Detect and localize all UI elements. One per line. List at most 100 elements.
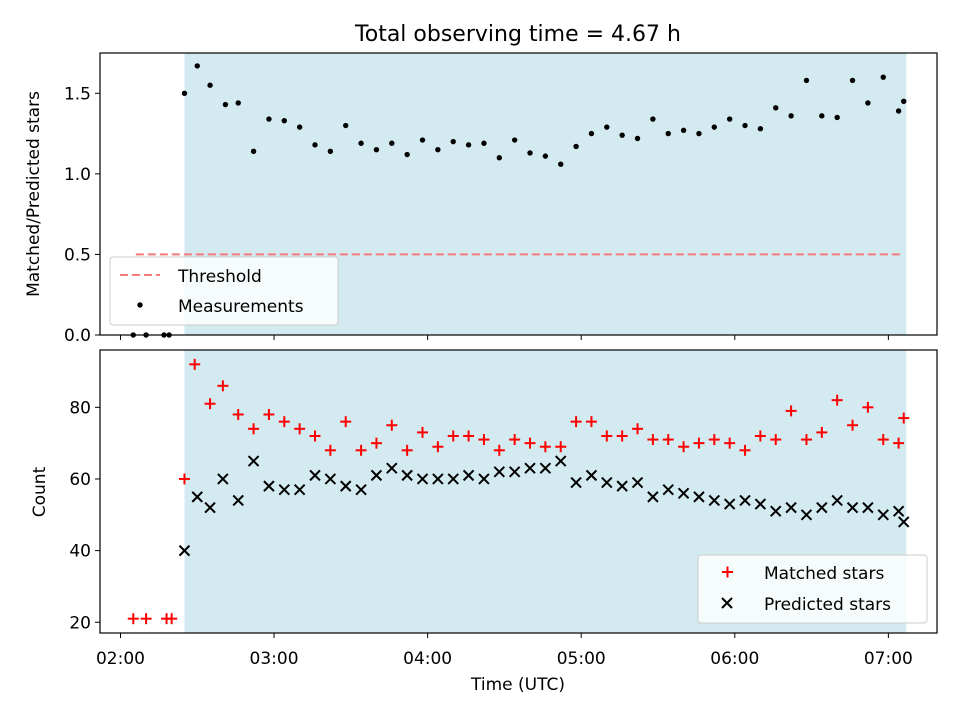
predicted-star-point bbox=[178, 544, 191, 557]
matched-star-point bbox=[248, 423, 260, 435]
predicted-star-point bbox=[340, 480, 352, 492]
predicted-star-point bbox=[447, 473, 459, 485]
matched-star-point bbox=[232, 408, 244, 420]
matched-star-point bbox=[770, 434, 782, 446]
predicted-star-point bbox=[386, 462, 398, 474]
measurement-point bbox=[496, 155, 503, 161]
predicted-star-point bbox=[370, 469, 383, 482]
predicted-star-point bbox=[816, 501, 828, 514]
predicted-star-point bbox=[616, 480, 628, 492]
matched-star-point bbox=[898, 412, 910, 424]
matched-star-point bbox=[478, 434, 490, 446]
x-axis-label: Time (UTC) bbox=[470, 675, 565, 695]
measurement-point bbox=[696, 130, 702, 137]
predicted-star-point bbox=[493, 466, 506, 478]
top-legend-box bbox=[109, 256, 339, 326]
predicted-star-point bbox=[263, 480, 275, 492]
x-tick-label: 07:00 bbox=[864, 649, 913, 669]
measurement-point bbox=[266, 116, 272, 122]
measurement-point bbox=[404, 151, 410, 158]
measurement-point bbox=[194, 63, 200, 69]
measurement-point bbox=[296, 124, 303, 130]
matched-star-point bbox=[370, 437, 382, 449]
measurement-point bbox=[465, 142, 472, 148]
matched-star-point bbox=[862, 401, 874, 413]
matched-star-point bbox=[754, 430, 766, 442]
measurement-point bbox=[542, 153, 549, 159]
predicted-star-point bbox=[462, 469, 475, 482]
measurement-point bbox=[343, 122, 349, 129]
top-axes-frame bbox=[99, 52, 938, 336]
measurement-point bbox=[834, 114, 840, 121]
measurement-point bbox=[680, 127, 687, 134]
predicted-star-point bbox=[739, 494, 751, 507]
measurement-point bbox=[742, 122, 748, 129]
x-tick-label: 05:00 bbox=[557, 649, 606, 669]
predicted-star-point bbox=[785, 501, 797, 514]
predicted-star-point bbox=[754, 498, 767, 510]
matched-star-point bbox=[509, 434, 521, 446]
measurement-point bbox=[222, 101, 229, 108]
x-tick-label: 02:00 bbox=[96, 649, 145, 669]
matched-star-point bbox=[178, 473, 190, 485]
matched-star-point bbox=[463, 430, 475, 442]
legend-predicted-label: Predicted stars bbox=[764, 595, 891, 615]
predicted-star-point bbox=[570, 476, 582, 489]
measurement-point bbox=[481, 140, 487, 146]
matched-star-point bbox=[401, 444, 413, 456]
legend-matched-swatch bbox=[722, 566, 733, 578]
measurement-point bbox=[604, 124, 610, 130]
matched-star-point bbox=[693, 437, 705, 449]
matched-star-point bbox=[447, 430, 459, 442]
matched-star-point bbox=[166, 613, 178, 625]
predicted-star-point bbox=[555, 455, 567, 467]
predicted-star-point bbox=[892, 505, 905, 517]
measurement-point bbox=[419, 137, 426, 143]
y-tick-label: 1.5 bbox=[64, 84, 91, 104]
matched-star-point bbox=[278, 416, 290, 428]
matched-star-point bbox=[816, 426, 828, 438]
predicted-star-point bbox=[293, 484, 306, 496]
y-tick-label: 40 bbox=[69, 542, 91, 562]
matched-star-point bbox=[708, 434, 720, 446]
matched-star-point bbox=[739, 444, 751, 456]
matched-star-point bbox=[601, 430, 613, 442]
predicted-star-point bbox=[309, 469, 321, 482]
matched-star-point bbox=[189, 358, 201, 370]
measurement-point bbox=[435, 146, 441, 153]
matched-star-point bbox=[140, 613, 152, 625]
y-tick-label: 20 bbox=[69, 613, 91, 633]
predicted-star-point bbox=[800, 509, 813, 521]
measurement-point bbox=[788, 113, 794, 119]
measurement-point bbox=[711, 124, 718, 130]
measurement-point bbox=[634, 135, 641, 142]
measurement-point bbox=[327, 148, 334, 154]
matched-star-point bbox=[662, 434, 674, 446]
bottom-axes-frame bbox=[99, 349, 938, 634]
measurement-point bbox=[901, 98, 907, 105]
matched-star-point bbox=[524, 437, 536, 449]
measurement-point bbox=[235, 100, 241, 106]
measurement-point bbox=[757, 126, 764, 132]
matched-star-point bbox=[585, 416, 597, 428]
matched-star-point bbox=[678, 441, 690, 453]
measurement-point bbox=[895, 108, 902, 114]
predicted-star-point bbox=[355, 484, 367, 496]
predicted-star-point bbox=[631, 476, 644, 489]
measurement-point bbox=[558, 161, 564, 167]
measurement-point bbox=[250, 148, 257, 154]
measurement-point bbox=[650, 116, 656, 122]
top-legend: Threshold Measurements bbox=[109, 256, 339, 326]
predicted-star-point bbox=[232, 494, 244, 507]
matched-star-point bbox=[893, 437, 905, 449]
chart-title: Total observing time = 4.67 h bbox=[354, 22, 681, 47]
predicted-star-point bbox=[278, 484, 291, 496]
predicted-star-point bbox=[585, 469, 598, 482]
predicted-star-point bbox=[662, 484, 674, 496]
bottom-legend-box bbox=[697, 554, 928, 624]
bottom-legend: Matched stars Predicted stars bbox=[697, 554, 928, 624]
matched-star-point bbox=[847, 419, 859, 431]
matched-star-point bbox=[386, 419, 398, 431]
predicted-star-point bbox=[217, 473, 229, 485]
